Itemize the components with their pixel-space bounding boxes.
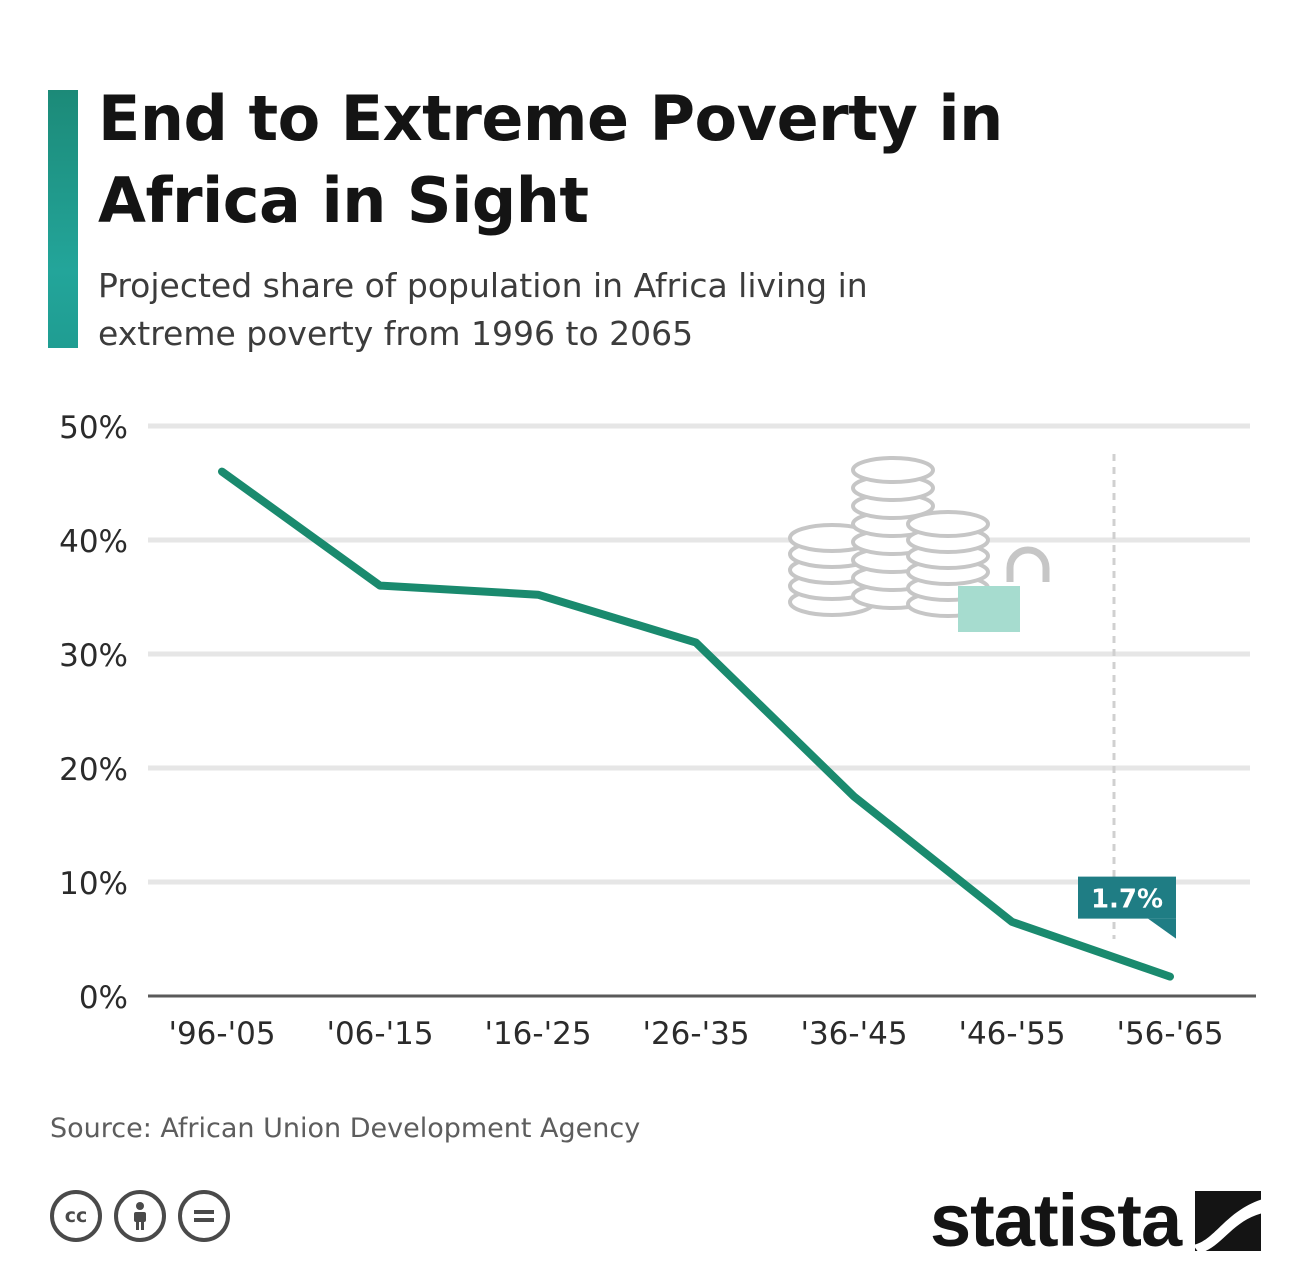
x-tick-label: '26-'35 (642, 1016, 749, 1052)
cc-icon[interactable]: cc (50, 1190, 102, 1242)
y-tick-label: 30% (59, 638, 128, 674)
x-tick-label: '96-'05 (168, 1016, 275, 1052)
x-tick-label: '56-'65 (1116, 1016, 1223, 1052)
y-tick-label: 40% (59, 524, 128, 560)
annotation-box (1078, 876, 1176, 919)
y-tick-labels: 0% 10% 20% 30% 40% 50% (59, 410, 128, 1016)
accent-bar (48, 90, 78, 348)
padlock-icon (958, 546, 1050, 632)
grid-lines (148, 423, 1250, 885)
line-chart: 0%10%20%30%40%50% '96-'05'06-'15'16-'25 '… (59, 410, 1256, 1052)
statista-logo-icon (1195, 1190, 1262, 1251)
y-tick-label: 50% (59, 410, 128, 446)
y-tick-label: 10% (59, 866, 128, 902)
brand-name: statista (930, 1179, 1182, 1262)
x-tick-label: '06-'15 (326, 1016, 433, 1052)
y-tick-label: 20% (59, 752, 128, 788)
no-derivatives-icon[interactable] (178, 1190, 230, 1242)
source-note: Source: African Union Development Agency (50, 1113, 641, 1144)
y-tick-label: 0% (79, 980, 128, 1016)
last-value-annotation: 1.7% (1078, 876, 1176, 939)
attribution-icon[interactable] (114, 1190, 166, 1242)
x-tick-label: '46-'55 (958, 1016, 1065, 1052)
x-tick-labels: '96-'05 '06-'15 '16-'25 '26-'35 '36-'45 '46-'… (168, 1016, 1223, 1052)
license-icons: cc (50, 1190, 230, 1242)
statista-brand[interactable]: statista (930, 1178, 1262, 1263)
annotation-label: 1.7% (1091, 885, 1163, 915)
chart-subtitle: Projected share of population in Africa … (98, 266, 868, 353)
coins-illustration (788, 456, 1050, 632)
x-tick-label: '36-'45 (800, 1016, 907, 1052)
chart-title: End to Extreme Poverty in Africa in Sigh… (98, 82, 1003, 237)
poverty-share-line (218, 467, 1174, 981)
annotation-pointer (1148, 918, 1176, 939)
x-tick-label: '16-'25 (484, 1016, 591, 1052)
